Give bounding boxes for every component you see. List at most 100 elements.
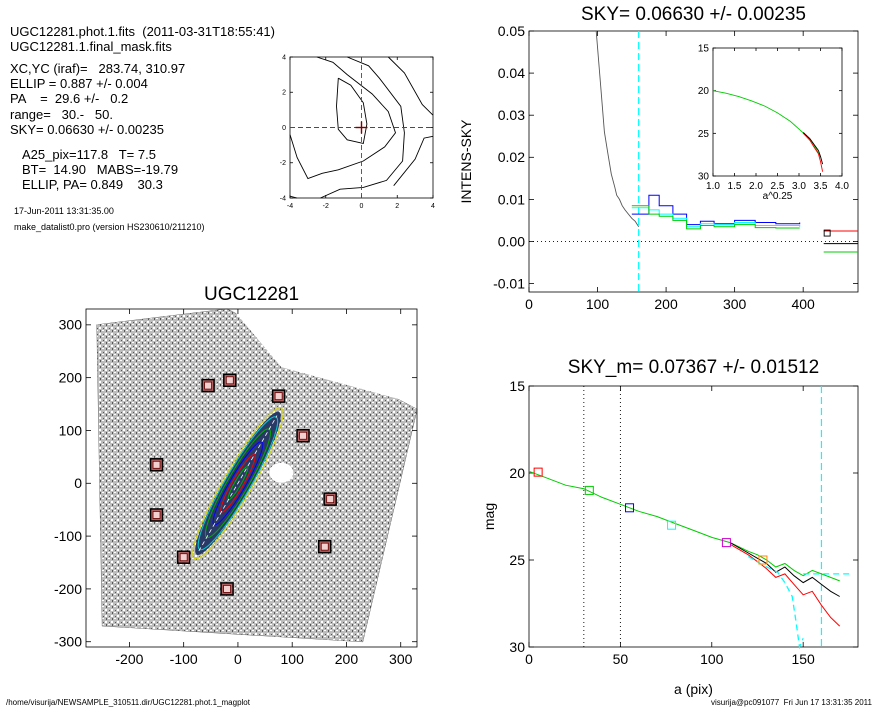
sky-series-blue [631,194,801,226]
image-sky-square-inner [326,495,335,504]
mag-ylabel: mag [481,503,497,530]
sky-ytick-label: 0.01 [498,191,525,207]
mag-xtick-label: 150 [791,651,815,667]
mag-marker-square [721,538,731,548]
inset-xtick-label: 1.5 [728,181,742,192]
contour-ytick-label: 0 [282,125,286,132]
sky-marker-square [823,229,831,237]
contour-ytick-label: -2 [280,160,286,167]
mag-xtick-label: 50 [613,651,629,667]
image-ytick-label: -200 [54,581,82,597]
mag-marker-square [667,520,677,530]
mag-marker-square [584,485,594,495]
inset-xtick-label: 3.5 [814,181,828,192]
image-title: UGC12281 [204,284,299,305]
inset-series-black [802,132,824,165]
inset-ytick-label: 15 [698,44,710,55]
contour-line [289,195,298,199]
image-xtick-label: 200 [335,651,359,667]
sky-frame [528,30,859,293]
contour-line [387,56,434,116]
image-sky-square-inner [274,392,283,401]
inset-ytick-label: 25 [698,129,710,140]
contour-xtick-label: 4 [431,203,435,210]
sky-series-green [631,205,800,230]
center-coords: XC,YC (iraf)= 283.74, 310.97 [10,61,186,76]
image-sky-square-inner [225,376,234,385]
image-ytick-label: -100 [54,528,82,544]
ellipticity: ELLIP = 0.887 +/- 0.004 [10,76,148,91]
a25-value: A25_pix=117.8 T= 7.5 [22,147,156,162]
mag-xtick-label: 100 [700,651,724,667]
inset-series-red [802,132,824,172]
contour-ytick-label: 4 [282,54,286,61]
mag-series-black [729,542,840,597]
image-xtick-label: -200 [115,651,143,667]
inset-xtick-label: 3.0 [792,181,806,192]
mag-ytick-label: 25 [509,552,525,568]
mag-series-green [528,470,840,582]
mag-marker-square [625,503,635,513]
image-mask-band [232,309,417,405]
sky-ytick-label: -0.01 [493,275,525,291]
mag-series-red [729,543,841,627]
inset-xlabel: a^0.25 [763,191,793,202]
image-sky-square-inner [152,511,161,519]
contour-line [393,135,434,186]
image-xtick-label: 0 [234,651,242,667]
mag-marker-square [533,467,543,477]
sky-ytick-label: 0.03 [498,107,525,123]
contour-xtick-label: 2 [395,203,399,210]
image-sky-square-inner [204,381,212,390]
image-sky-square-inner [179,553,188,562]
sky-ytick-label: 0.05 [498,23,525,39]
mag-xlabel: a (pix) [674,681,713,697]
fit-range: range= 30.- 50. [10,107,113,122]
ellip-pa-value: ELLIP, PA= 0.849 30.3 [22,177,163,192]
image-sky-square-inner [299,431,307,440]
mag-ytick-label: 20 [509,465,525,481]
sky-xtick-label: 400 [791,296,815,312]
mag-xtick-label: 0 [525,651,533,667]
image-major-axis [198,415,278,552]
image-isophote-ellipse [192,407,284,560]
sky-ytick-label: 0.04 [498,65,525,81]
image-sky-square-inner [223,585,231,593]
mag-ytick-label: 30 [509,639,525,655]
image-sky-square-inner [152,460,161,469]
image-ytick-label: 300 [59,317,83,333]
footer-path: /home/visurija/NEWSAMPLE_310511.dir/UGC1… [6,698,250,707]
inset-xtick-label: 2.5 [771,181,785,192]
image-mask-hole [269,462,294,483]
contour-xtick-label: 0 [360,203,364,210]
contour-xtick-label: -2 [323,203,329,210]
inset-xtick-label: 1.0 [706,181,720,192]
inset-frame [712,47,843,177]
mag-series-cyan [747,555,804,650]
contour-line [289,56,397,180]
contour-ytick-label: 2 [282,90,286,97]
position-angle: PA = 29.6 +/- 0.2 [10,91,129,106]
sky-series-gray [595,30,640,228]
mask-name: UGC12281.1.final_mask.fits [10,39,172,54]
sky-xtick-label: 100 [586,296,610,312]
image-ytick-label: 0 [74,475,82,491]
image-frame [85,308,418,648]
sky-value: SKY= 0.06630 +/- 0.00235 [10,122,164,137]
image-xtick-label: 300 [389,651,413,667]
mag-frame [528,385,859,648]
image-ytick-label: -300 [54,634,82,650]
sky-ytick-label: 0.02 [498,149,525,165]
contour-line [320,56,405,199]
sky-xtick-label: 300 [723,296,747,312]
contour-ytick-label: -4 [280,195,286,202]
inset-xtick-label: 2.0 [749,181,763,192]
run-date: 17-Jun-2011 13:31:35.00 [14,206,114,216]
sky-ylabel: INTENS-SKY [458,119,474,204]
mag-ytick-label: 15 [509,378,525,394]
image-xtick-label: 100 [281,651,305,667]
sky-ytick-label: 0.00 [498,233,525,249]
image-sky-square-inner [320,542,329,551]
program-version: make_datalist0.pro (version HS230610/211… [14,222,205,232]
